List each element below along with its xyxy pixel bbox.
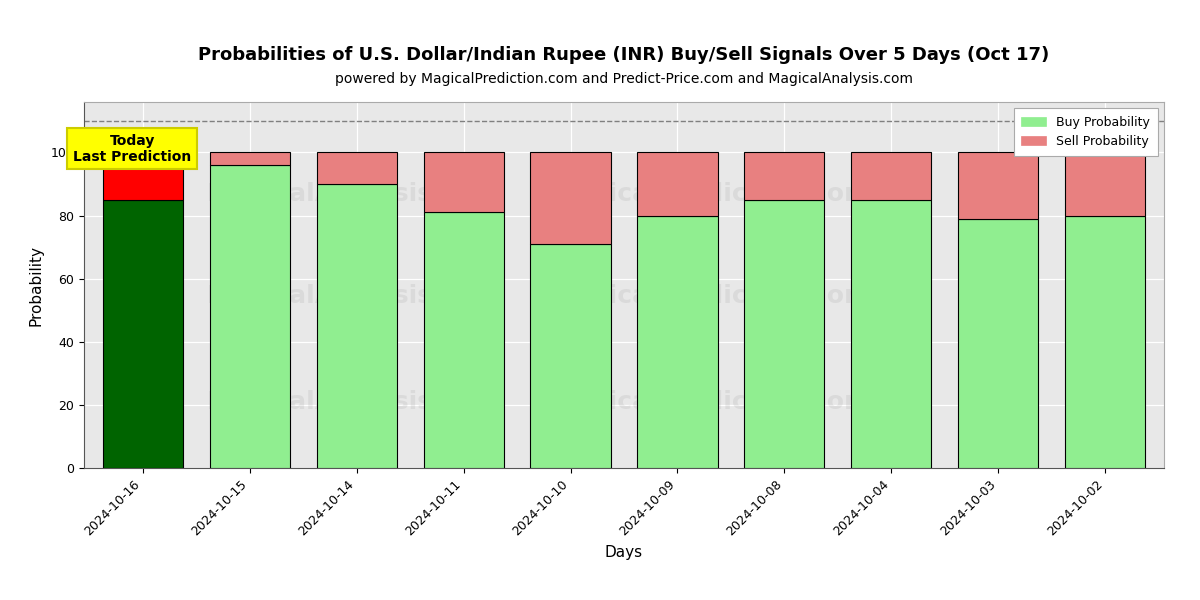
Title: Probabilities of U.S. Dollar/Indian Rupee (INR) Buy/Sell Signals Over 5 Days (Oc: Probabilities of U.S. Dollar/Indian Rupe…: [198, 46, 1050, 64]
Bar: [744, 152, 824, 200]
Bar: [103, 152, 182, 200]
Text: Today
Last Prediction: Today Last Prediction: [73, 134, 191, 164]
Bar: [958, 219, 1038, 468]
Text: powered by MagicalPrediction.com and Predict-Price.com and MagicalAnalysis.com: powered by MagicalPrediction.com and Pre…: [335, 71, 913, 86]
Bar: [851, 152, 931, 200]
Text: MagicalPrediction.com: MagicalPrediction.com: [550, 284, 871, 308]
Bar: [637, 152, 718, 215]
Bar: [424, 212, 504, 468]
Bar: [424, 152, 504, 212]
Bar: [317, 152, 397, 184]
Bar: [1066, 215, 1145, 468]
Bar: [210, 152, 290, 165]
Text: MagicalPrediction.com: MagicalPrediction.com: [550, 181, 871, 205]
Bar: [958, 152, 1038, 219]
Text: MagicalAnalysis.com: MagicalAnalysis.com: [208, 181, 500, 205]
Legend: Buy Probability, Sell Probability: Buy Probability, Sell Probability: [1014, 108, 1158, 155]
Bar: [103, 200, 182, 468]
Bar: [530, 152, 611, 244]
Bar: [637, 215, 718, 468]
Bar: [851, 200, 931, 468]
Bar: [530, 244, 611, 468]
Text: MagicalAnalysis.com: MagicalAnalysis.com: [208, 390, 500, 414]
Bar: [1066, 152, 1145, 215]
Bar: [210, 165, 290, 468]
X-axis label: Days: Days: [605, 545, 643, 560]
Text: MagicalPrediction.com: MagicalPrediction.com: [550, 390, 871, 414]
Y-axis label: Probability: Probability: [29, 245, 43, 325]
Bar: [317, 184, 397, 468]
Text: MagicalAnalysis.com: MagicalAnalysis.com: [208, 284, 500, 308]
Bar: [744, 200, 824, 468]
